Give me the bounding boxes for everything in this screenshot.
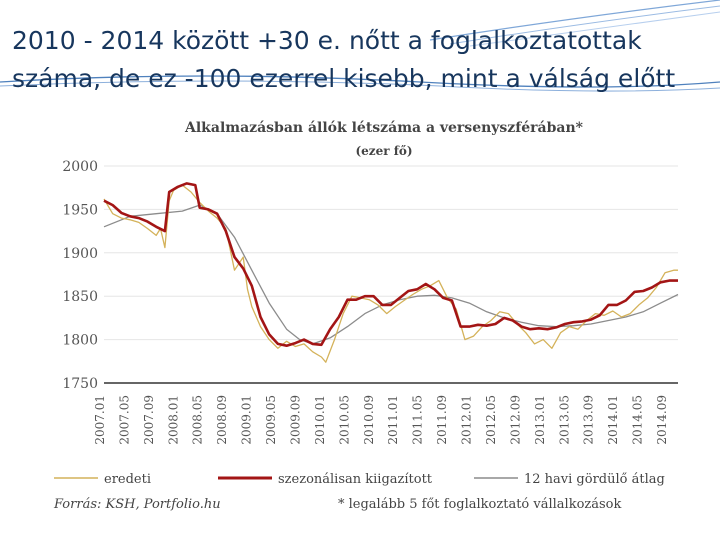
employment-line-chart: Alkalmazásban állók létszáma a versenysz… [53, 120, 679, 512]
y-tick-label: 1950 [62, 202, 98, 218]
x-tick-label: 2008.05 [191, 395, 205, 445]
chart-subtitle: (ezer fő) [355, 144, 412, 158]
x-tick-label: 2014.05 [631, 395, 645, 445]
chart-panel: Alkalmazásban állók létszáma a versenysz… [40, 108, 686, 526]
x-tick-label: 2007.05 [117, 395, 131, 445]
x-axis-tick-labels: 2007.01 2007.05 2007.09 2008.01 2008.05 2008.… [93, 395, 669, 445]
x-tick-label: 2012.09 [508, 395, 522, 445]
source-note: Forrás: KSH, Portfolio.hu [53, 497, 221, 512]
x-tick-label: 2009.05 [264, 395, 278, 445]
gridlines [104, 165, 678, 384]
x-tick-label: 2014.09 [655, 395, 669, 445]
x-tick-label: 2012.01 [460, 395, 474, 445]
x-tick-label: 2008.09 [215, 395, 229, 445]
slide-title-line-1: 2010 - 2014 között +30 e. nőtt a foglalk… [12, 26, 642, 55]
x-tick-label: 2007.01 [93, 395, 107, 445]
x-tick-label: 2014.01 [606, 395, 620, 445]
x-tick-label: 2013.05 [557, 395, 571, 445]
footnote: * legalább 5 főt foglalkoztató vállalkoz… [338, 497, 621, 512]
x-tick-label: 2008.01 [166, 395, 180, 445]
slide-title: 2010 - 2014 között +30 e. nőtt a foglalk… [12, 22, 712, 98]
x-tick-label: 2010.01 [313, 395, 327, 445]
series-line-original [103, 184, 678, 363]
x-tick-label: 2010.05 [337, 395, 351, 445]
x-tick-label: 2011.05 [411, 395, 425, 445]
y-tick-label: 1850 [62, 289, 98, 305]
x-tick-label: 2009.09 [289, 395, 303, 445]
y-tick-label: 1800 [62, 333, 98, 349]
legend-label-seasonal: szezonálisan kiigazított [278, 472, 433, 487]
y-tick-label: 2000 [62, 159, 98, 175]
x-tick-label: 2013.09 [582, 395, 596, 445]
y-axis-tick-labels: 2000 1950 1900 1850 1800 1750 [62, 159, 98, 392]
x-tick-label: 2012.05 [484, 395, 498, 445]
x-tick-label: 2011.01 [386, 395, 400, 445]
series-line-seasonal [103, 182, 678, 347]
x-tick-label: 2009.01 [240, 395, 254, 445]
chart-title: Alkalmazásban állók létszáma a versenysz… [184, 120, 584, 136]
x-tick-label: 2007.09 [142, 395, 156, 445]
series-line-rolling [103, 204, 679, 345]
y-tick-label: 1900 [62, 246, 98, 262]
series-lines [103, 182, 679, 363]
x-tick-label: 2011.09 [435, 395, 449, 445]
legend-label-rolling: 12 havi gördülő átlag [524, 472, 665, 487]
x-tick-label: 2013.01 [533, 395, 547, 445]
legend-label-original: eredeti [104, 472, 151, 487]
slide-title-line-2: száma, de ez -100 ezerrel kisebb, mint a… [12, 64, 676, 93]
legend: eredeti szezonálisan kiigazított 12 havi g… [54, 472, 665, 487]
x-tick-label: 2010.09 [362, 395, 376, 445]
y-tick-label: 1750 [62, 376, 98, 392]
